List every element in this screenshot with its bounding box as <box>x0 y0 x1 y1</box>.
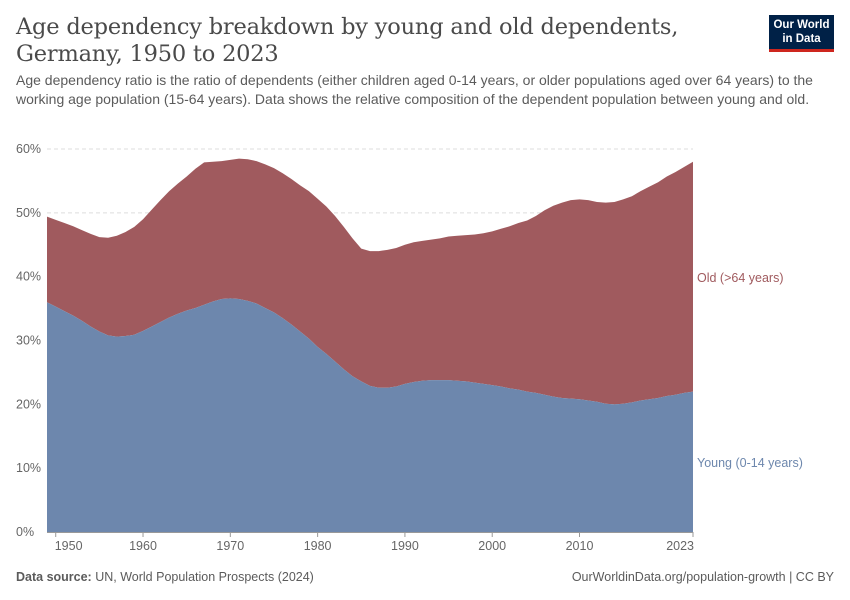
y-tick-label: 20% <box>16 397 41 411</box>
chart-subtitle: Age dependency ratio is the ratio of dep… <box>16 72 813 107</box>
y-tick-label: 60% <box>16 142 41 156</box>
x-tick-label: 1950 <box>55 539 83 550</box>
logo-line-1: Our World <box>773 19 830 31</box>
x-tick-label: 1990 <box>391 539 419 550</box>
x-tick-label: 1980 <box>304 539 332 550</box>
x-tick-label: 2023 <box>666 539 694 550</box>
data-source-text: UN, World Population Prospects (2024) <box>95 570 314 584</box>
young-series-label: Young (0-14 years) <box>697 456 803 470</box>
y-tick-label: 30% <box>16 334 41 348</box>
old-series-label: Old (>64 years) <box>697 271 784 285</box>
y-axis: 0% 10% 20% 30% 40% 50% 60% <box>16 142 41 539</box>
stacked-area-chart: 1950 1960 1970 1980 1990 2000 2010 2023 0% 10% 20… <box>16 142 803 550</box>
y-tick-label: 40% <box>16 270 41 284</box>
series-labels: Old (>64 years) Young (0-14 years) <box>697 271 803 470</box>
old-area <box>47 158 693 405</box>
x-axis: 1950 1960 1970 1980 1990 2000 2010 2023 <box>47 532 694 550</box>
x-tick-label: 2010 <box>566 539 594 550</box>
data-source: Data source: UN, World Population Prospe… <box>16 570 314 584</box>
x-tick-label: 2000 <box>478 539 506 550</box>
x-tick-label: 1970 <box>216 539 244 550</box>
owid-link[interactable]: OurWorldinData.org/population-growth | C… <box>571 570 834 584</box>
y-tick-label: 0% <box>16 525 34 539</box>
chart-title: Age dependency breakdown by young and ol… <box>16 14 679 67</box>
owid-logo[interactable]: Our World in Data <box>769 15 834 52</box>
y-tick-label: 10% <box>16 461 41 475</box>
area-series <box>47 158 693 532</box>
young-area <box>47 298 693 532</box>
x-tick-label: 1960 <box>129 539 157 550</box>
data-source-label: Data source: <box>16 570 92 584</box>
y-tick-label: 50% <box>16 206 41 220</box>
logo-line-2: in Data <box>782 32 821 45</box>
